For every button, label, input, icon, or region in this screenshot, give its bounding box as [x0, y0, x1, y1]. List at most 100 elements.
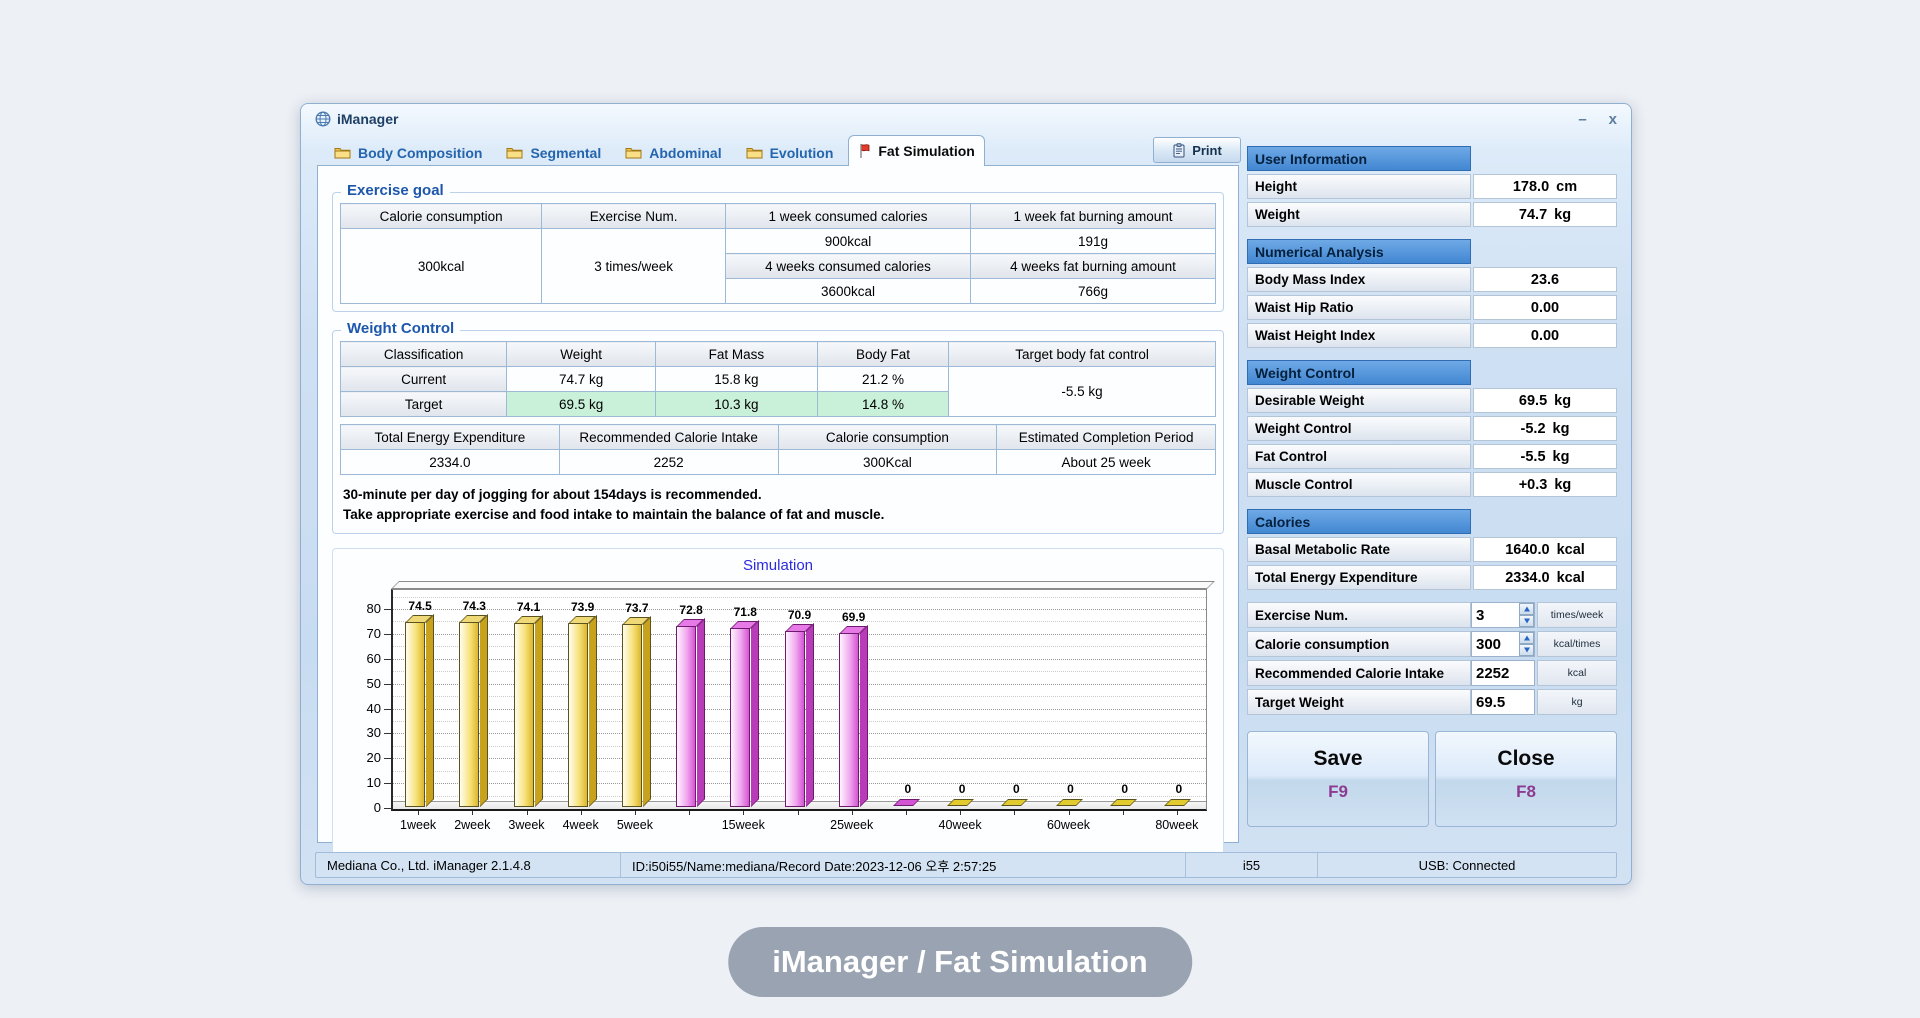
y-axis-tick: [384, 683, 391, 685]
app-globe-icon: [315, 111, 331, 127]
chart-3d-roof: [391, 581, 1215, 590]
tab-abdominal[interactable]: Abdominal: [616, 140, 730, 165]
bar-value-label: 74.5: [408, 598, 432, 613]
y-axis-tick: [384, 733, 391, 735]
row-label-target: Target: [339, 391, 508, 417]
target-fat-mass-cell: 10.3 kg: [655, 391, 818, 417]
panel-row-label: Basal Metabolic Rate: [1247, 537, 1471, 562]
button-label: Save: [1313, 747, 1363, 770]
spinner-down-button[interactable]: [1519, 644, 1534, 656]
bar-front-face: [459, 622, 480, 808]
bar-front-face: [621, 623, 642, 808]
weight-control-groupbox: Weight Control Classification Weight Fat…: [332, 320, 1224, 535]
folder-icon: [746, 146, 763, 159]
summary-table: Total Energy Expenditure Recommended Cal…: [340, 424, 1216, 475]
recommendation-line1: 30-minute per day of jogging for about 1…: [343, 487, 762, 502]
bar-20week: 70.9: [784, 590, 815, 809]
tab-evolution[interactable]: Evolution: [737, 140, 843, 165]
bar-2week: 74.3: [459, 590, 489, 809]
panel-input-field[interactable]: [1472, 661, 1534, 685]
statusbar-segment: Mediana Co., Ltd. iManager 2.1.4.8: [316, 853, 621, 877]
panel-row-unit: cm: [1556, 178, 1578, 195]
y-axis-tick: [384, 658, 391, 660]
x-axis-tick: [634, 811, 636, 816]
total-energy-expenditure-cell: 2334.0: [340, 449, 560, 475]
panel-row-value: -5.5 kg: [1473, 444, 1617, 469]
bar-side-face: [426, 613, 435, 808]
bar-value-label: 0: [1067, 782, 1074, 797]
panel-row-value: 2334.0 kcal: [1473, 565, 1617, 590]
column-header: Calorie consumption: [777, 424, 998, 450]
panel-row-label: Weight: [1247, 202, 1471, 227]
column-header: Weight: [506, 341, 656, 367]
bar-value-label: 0: [1012, 782, 1020, 797]
y-axis-label: 70: [366, 625, 381, 641]
panel-input-field[interactable]: [1472, 690, 1534, 714]
caption-pill: iManager / Fat Simulation: [728, 927, 1192, 997]
spinner-down-button[interactable]: [1519, 615, 1534, 627]
panel-row-value-text: 74.7: [1518, 206, 1548, 223]
bar-1week: 74.5: [405, 590, 435, 809]
bar-value-label: 72.8: [679, 602, 703, 617]
exercise-goal-groupbox: Exercise goal Calorie consumption Exerci…: [332, 182, 1224, 312]
x-axis-label: 80week: [1155, 818, 1199, 833]
panel-row-value-text: 0.00: [1530, 327, 1560, 344]
save-button[interactable]: Save F9: [1247, 731, 1429, 827]
bar-value-label: 0: [1121, 782, 1129, 797]
panel-row: Basal Metabolic Rate 1640.0 kcal: [1247, 537, 1617, 562]
exercise-goal-title: Exercise goal: [341, 182, 450, 199]
panel-input-box: [1471, 602, 1535, 628]
statusbar-segment: i55: [1186, 853, 1318, 877]
side-panel: User Information Height 178.0 cm Weight 74.7 k…: [1247, 146, 1617, 827]
panel-row-label: Desirable Weight: [1247, 388, 1471, 413]
panel-input-field[interactable]: [1472, 632, 1519, 656]
status-bar: Mediana Co., Ltd. iManager 2.1.4.8 ID:i50…: [315, 852, 1617, 878]
panel-input-label: Target Weight: [1247, 689, 1471, 715]
button-label: Close: [1497, 747, 1555, 770]
spinner-up-button[interactable]: [1519, 603, 1534, 615]
panel-row: Height 178.0 cm: [1247, 174, 1617, 199]
gridline: [393, 596, 1206, 598]
y-axis-tick: [384, 609, 391, 611]
panel-row-value: -5.2 kg: [1473, 416, 1617, 441]
x-axis-tick: [472, 811, 474, 816]
bar-front-face: [838, 633, 859, 808]
minimize-button[interactable]: –: [1578, 110, 1587, 128]
bar-zero-face: [947, 799, 975, 807]
close-button[interactable]: x: [1608, 110, 1617, 128]
y-axis-tick: [384, 708, 391, 710]
panel-row-unit: kcal: [1556, 569, 1585, 586]
column-header: Classification: [339, 341, 508, 367]
bar-front-face: [730, 628, 751, 808]
current-weight-cell: 74.7 kg: [506, 366, 656, 392]
bar-front-face: [567, 623, 588, 808]
tab-body-composition[interactable]: Body Composition: [325, 140, 491, 165]
tab-fat-simulation[interactable]: Fat Simulation: [848, 135, 985, 166]
x-axis-tick: [580, 811, 582, 816]
panel-row-value-text: 69.5: [1518, 392, 1548, 409]
statusbar-segment: ID:i50i55/Name:mediana/Record Date:2023-…: [621, 853, 1186, 877]
bar-value-label: 70.9: [787, 607, 812, 622]
panel-inputs: Exercise Num. times/week Calorie consumpti…: [1247, 602, 1617, 715]
column-header: Estimated Completion Period: [996, 424, 1216, 450]
bar-30week: 0: [892, 590, 923, 809]
spinner-up-button[interactable]: [1519, 632, 1534, 644]
panel-row-value-text: 0.00: [1530, 299, 1560, 316]
x-axis-tick: [526, 811, 528, 816]
print-button[interactable]: Print: [1153, 137, 1241, 163]
panel-row-label: Height: [1247, 174, 1471, 199]
panel-row-label: Waist Hip Ratio: [1247, 295, 1471, 320]
print-icon: [1172, 142, 1186, 158]
x-axis-tick: [743, 811, 745, 816]
fat-simulation-content: Exercise goal Calorie consumption Exerci…: [317, 165, 1239, 859]
panel-row-label: Total Energy Expenditure: [1247, 565, 1471, 590]
close-button[interactable]: Close F8: [1435, 731, 1617, 827]
bar-value-label: 0: [1175, 782, 1183, 797]
tab-segmental[interactable]: Segmental: [497, 140, 610, 165]
title-bar: iManager – x: [301, 104, 1631, 134]
panel-section-header: User Information: [1247, 146, 1471, 171]
panel-input-field[interactable]: [1472, 603, 1519, 627]
bar-front-face: [784, 630, 805, 808]
panel-row: Waist Height Index 0.00: [1247, 323, 1617, 348]
panel-input-box: [1471, 660, 1535, 686]
